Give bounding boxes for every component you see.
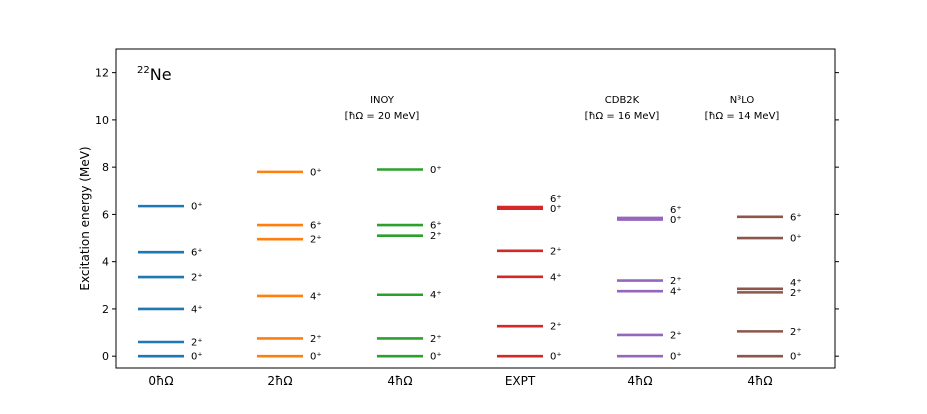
level-label: 0⁺ — [310, 167, 322, 178]
level-label: 4⁺ — [310, 291, 322, 302]
column-label: 4ħΩ — [387, 374, 412, 388]
column-2: 0⁺2⁺4⁺2⁺6⁺0⁺ — [377, 165, 442, 363]
level-label: 0⁺ — [430, 165, 442, 176]
annotation-subtitle: [ħΩ = 14 MeV] — [705, 111, 780, 122]
column-0: 0⁺ 2⁺ 4⁺ 2⁺ 6⁺ 0⁺ — [138, 202, 203, 363]
level-label: 4⁺ — [670, 287, 682, 298]
level-label: 6⁺ — [670, 205, 682, 216]
level-label: 4⁺ — [790, 278, 802, 289]
column-label: 4ħΩ — [627, 374, 652, 388]
nucleus-label: 22Ne — [137, 65, 172, 84]
level-label: 6⁺ — [430, 221, 442, 232]
column-5: 0⁺2⁺2⁺4⁺0⁺6⁺ — [737, 212, 802, 363]
level-label: 0⁺ — [191, 352, 203, 363]
annotation: N³LO [ħΩ = 14 MeV] — [705, 95, 780, 122]
y-tick-label: 0 — [102, 350, 109, 363]
level-label: 4⁺ — [550, 272, 562, 283]
annotation: INOY [ħΩ = 20 MeV] — [345, 95, 420, 122]
annotation-title: CDB2K — [605, 95, 640, 106]
level-label: 2⁺ — [790, 327, 802, 338]
level-label: 2⁺ — [550, 246, 562, 257]
level-label: 2⁺ — [670, 330, 682, 341]
level-label: 0⁺ — [550, 204, 562, 215]
level-label: 6⁺ — [310, 221, 322, 232]
column-label: 2ħΩ — [267, 374, 292, 388]
level-label: 2⁺ — [310, 334, 322, 345]
nucleus-symbol: Ne — [150, 65, 172, 84]
level-label: 0⁺ — [670, 352, 682, 363]
column-1: 0⁺ 2⁺ 4⁺ 2⁺ 6⁺ 0⁺ — [257, 167, 322, 363]
level-label: 0⁺ — [191, 202, 203, 213]
energy-levels: 0⁺2⁺4⁺2⁺6⁺0⁺0⁺2⁺4⁺2⁺6⁺0⁺0⁺2⁺4⁺2⁺6⁺0⁺0⁺2⁺… — [138, 165, 802, 363]
level-label: 0⁺ — [790, 234, 802, 245]
level-label: 2⁺ — [191, 273, 203, 284]
y-tick-label: 10 — [95, 114, 109, 127]
level-label: 4⁺ — [191, 304, 203, 315]
nucleus-mass: 22 — [137, 65, 150, 76]
level-label: 2⁺ — [550, 322, 562, 333]
level-label: 0⁺ — [670, 215, 682, 226]
annotations: INOY [ħΩ = 20 MeV] CDB2K [ħΩ = 16 MeV] N³LO [… — [345, 95, 780, 122]
level-label: 0⁺ — [790, 352, 802, 363]
level-label: 6⁺ — [550, 194, 562, 205]
level-label: 2⁺ — [430, 231, 442, 242]
level-label: 6⁺ — [191, 248, 203, 259]
y-tick-label: 2 — [102, 303, 109, 316]
y-axis-label: Excitation energy (MeV) — [78, 146, 92, 290]
annotation-subtitle: [ħΩ = 16 MeV] — [585, 111, 660, 122]
column-4: 0⁺2⁺4⁺2⁺0⁺6⁺ — [617, 205, 682, 363]
column-3: 0⁺2⁺4⁺2⁺0⁺6⁺ — [497, 194, 562, 363]
annotation-title: N³LO — [730, 95, 755, 106]
y-tick-label: 4 — [102, 256, 109, 269]
y-tick-label: 12 — [95, 67, 109, 80]
y-tick-label: 8 — [102, 161, 109, 174]
column-label: 4ħΩ — [747, 374, 772, 388]
level-label: 2⁺ — [790, 288, 802, 299]
level-label: 0⁺ — [550, 352, 562, 363]
y-tick-label: 6 — [102, 208, 109, 221]
column-label: EXPT — [505, 374, 536, 388]
annotation-subtitle: [ħΩ = 20 MeV] — [345, 111, 420, 122]
level-label: 2⁺ — [310, 235, 322, 246]
column-label: 0ħΩ — [148, 374, 173, 388]
level-label: 2⁺ — [191, 338, 203, 349]
level-label: 0⁺ — [310, 352, 322, 363]
plot-frame — [115, 48, 836, 369]
annotation-title: INOY — [370, 95, 395, 106]
level-label: 2⁺ — [430, 334, 442, 345]
level-label: 6⁺ — [790, 212, 802, 223]
level-label: 0⁺ — [430, 352, 442, 363]
y-axis: 0 2 4 6 8 10 12 — [95, 67, 839, 363]
column-labels: 0ħΩ 2ħΩ 4ħΩ EXPT 4ħΩ 4ħΩ — [148, 374, 772, 388]
level-label: 2⁺ — [670, 276, 682, 287]
annotation: CDB2K [ħΩ = 16 MeV] — [585, 95, 660, 122]
level-label: 4⁺ — [430, 290, 442, 301]
